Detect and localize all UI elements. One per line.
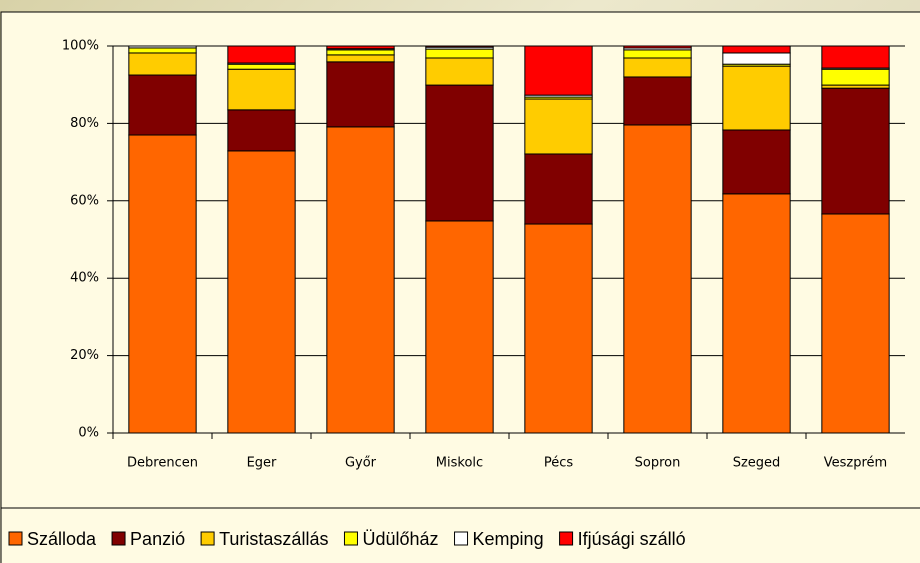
bar-segment (128, 47, 197, 54)
legend-swatch (8, 531, 23, 546)
bar-segment (623, 45, 692, 49)
bar-segment (722, 52, 791, 65)
bar-segment (821, 45, 890, 69)
x-tick-label: Győr (345, 456, 377, 471)
x-tick-label: Miskolc (436, 456, 483, 471)
bar-segment (722, 45, 791, 54)
y-tick-label: 20% (70, 348, 99, 363)
legend-swatch (343, 531, 358, 546)
bar-segment (722, 193, 791, 434)
legend-label: Ifjúsági szálló (578, 529, 686, 549)
bar-segment (227, 45, 296, 64)
x-tick-label: Szeged (733, 456, 781, 471)
bar-segment (227, 150, 296, 434)
bar-segment (821, 87, 890, 215)
x-tick-label: Pécs (544, 456, 574, 471)
legend-swatch (200, 531, 215, 546)
bar-segment (425, 48, 494, 59)
bar-segment (425, 57, 494, 86)
y-tick-label: 40% (70, 271, 99, 286)
bar-segment (326, 126, 395, 434)
x-tick-label: Sopron (635, 456, 681, 471)
legend-label: Szálloda (27, 529, 97, 549)
y-tick-label: 100% (62, 39, 99, 54)
bar-segment (821, 213, 890, 434)
bar-segment (425, 84, 494, 222)
bar-segment (524, 98, 593, 155)
bar-segment (722, 129, 791, 195)
x-tick-label: Veszprém (824, 456, 887, 471)
x-tick-label: Eger (247, 456, 277, 471)
bar-segment (128, 52, 197, 76)
bar-segment (227, 68, 296, 111)
bar-segment (425, 220, 494, 434)
legend-swatch (559, 531, 574, 546)
legend-label: Kemping (473, 529, 544, 549)
bar-segment (128, 134, 197, 434)
bar-segment (425, 45, 494, 48)
legend-swatch (111, 531, 126, 546)
bar-segment (524, 45, 593, 96)
bar-segment (326, 49, 395, 56)
legend-label: Panzió (130, 529, 185, 549)
bar-segment (821, 68, 890, 86)
bar-segment (326, 45, 395, 50)
bar-segment (623, 76, 692, 126)
bar-segment (623, 124, 692, 434)
bar-segment (326, 54, 395, 63)
legend-label: Üdülőház (362, 529, 438, 549)
bar-segment (227, 63, 296, 70)
x-tick-label: Debrencen (127, 456, 198, 471)
y-tick-label: 80% (70, 116, 99, 131)
bar-segment (722, 65, 791, 131)
legend-label: Turistaszállás (219, 529, 328, 549)
bar-segment (623, 49, 692, 59)
y-tick-label: 60% (70, 193, 99, 208)
bar-segment (623, 57, 692, 78)
legend-swatch (454, 531, 469, 546)
bar-segment (227, 109, 296, 152)
bar-segment (326, 61, 395, 128)
bar-segment (524, 223, 593, 434)
y-tick-label: 0% (78, 426, 99, 441)
bar-segment (524, 153, 593, 225)
bar-segment (128, 74, 197, 136)
bar-segment (128, 45, 197, 49)
